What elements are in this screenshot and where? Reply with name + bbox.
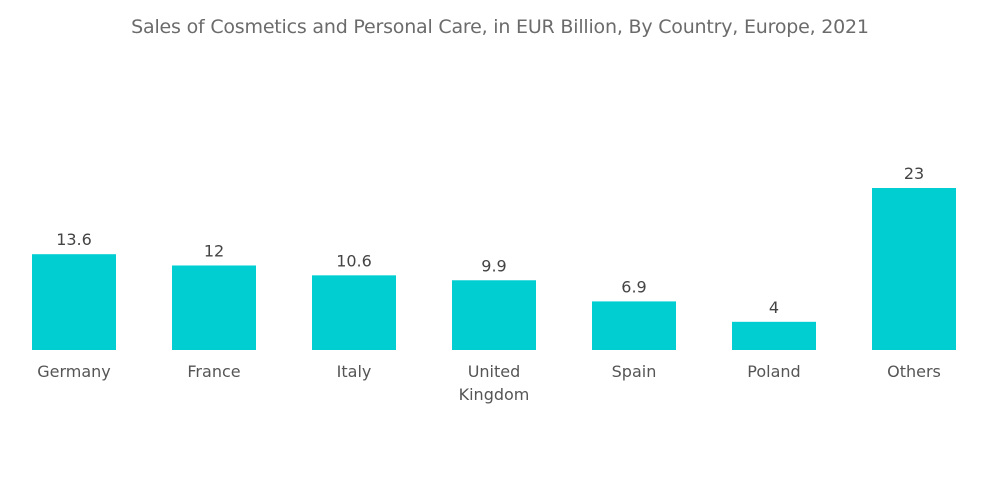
- x-tick-label: Others: [887, 362, 941, 381]
- x-tick-label: Germany: [37, 362, 111, 381]
- bar-germany: [32, 254, 116, 350]
- data-label: 6.9: [621, 277, 646, 296]
- bar-italy: [312, 275, 396, 350]
- data-label: 23: [904, 164, 924, 183]
- x-tick-label: Spain: [612, 362, 657, 381]
- x-tick-label: Italy: [337, 362, 372, 381]
- bar-spain: [592, 301, 676, 350]
- data-label: 4: [769, 298, 779, 317]
- bar-others: [872, 188, 956, 350]
- data-label: 10.6: [336, 251, 372, 270]
- x-tick-label: France: [187, 362, 240, 381]
- x-tick-label: Poland: [747, 362, 800, 381]
- bar-poland: [732, 321, 816, 350]
- bar-united-kingdom: [452, 280, 536, 350]
- chart-title: Sales of Cosmetics and Personal Care, in…: [131, 16, 869, 38]
- data-label: 9.9: [481, 256, 506, 275]
- bar-france: [172, 265, 256, 350]
- x-tick-label: United: [468, 362, 521, 381]
- data-label: 12: [204, 241, 224, 260]
- data-label: 13.6: [56, 230, 92, 249]
- x-tick-label: Kingdom: [459, 385, 530, 404]
